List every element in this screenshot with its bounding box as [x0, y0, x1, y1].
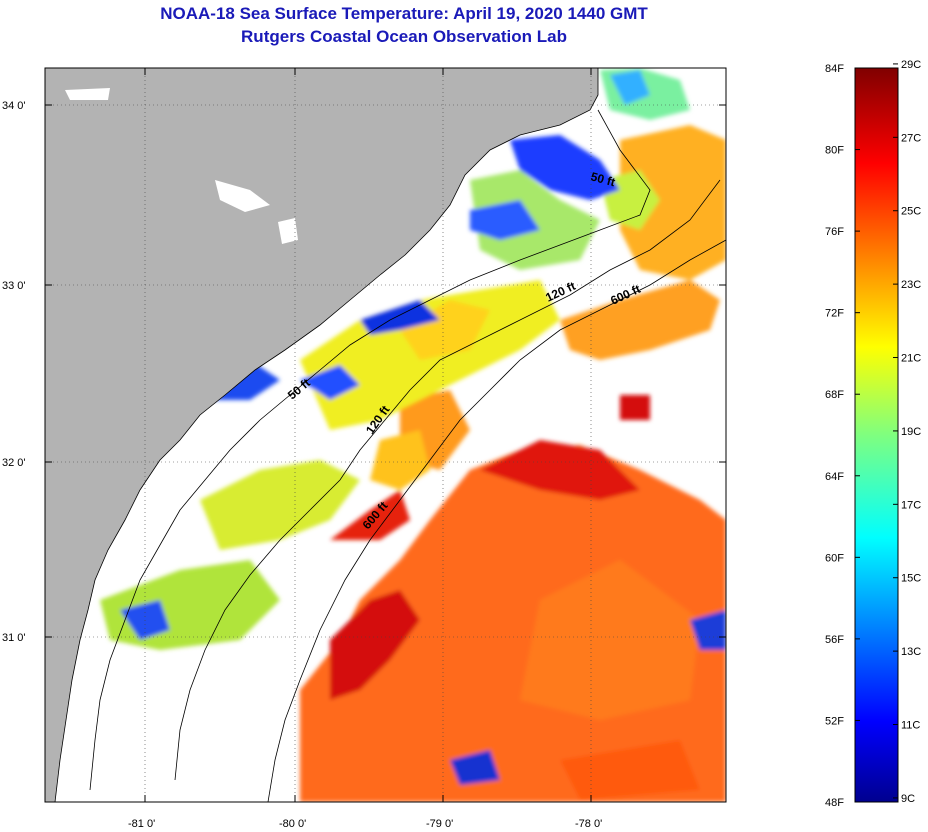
colorbar-label-f: 48F: [825, 797, 844, 809]
isobath-600ft: [267, 239, 726, 802]
sst-field: [100, 68, 726, 802]
lon-tick-label: -81 0': [128, 818, 155, 830]
colorbar-label-c: 11C: [901, 720, 920, 732]
colorbar-label-f: 72F: [825, 308, 844, 320]
colorbar-label-c: 29C: [901, 59, 921, 71]
colorbar-label-f: 84F: [825, 63, 844, 75]
colorbar-label-f: 64F: [825, 471, 844, 483]
axis-ticks: [45, 68, 726, 802]
cloud-patch: [278, 218, 298, 244]
colorbar-label-c: 21C: [901, 353, 921, 365]
lon-tick-label: -80 0': [279, 818, 306, 830]
colorbar-label-f: 68F: [825, 389, 844, 401]
lat-tick-label: 34 0': [2, 100, 26, 112]
colorbar: [854, 67, 899, 803]
lat-tick-label: 31 0': [2, 632, 26, 644]
colorbar-label-f: 76F: [825, 226, 844, 238]
graticule: [45, 68, 726, 802]
isobath-50ft: [89, 109, 651, 791]
lon-tick-label: -79 0': [426, 818, 453, 830]
lat-tick-label: 33 0': [2, 280, 26, 292]
colorbar-ticks: 84F 80F 76F 72F 68F 64F 60F 56F 52F 48F 29C 27C 25C 2…: [825, 59, 921, 809]
colorbar-label-c: 15C: [901, 573, 921, 585]
colorbar-label-c: 13C: [901, 646, 921, 658]
cloud-patch: [215, 180, 270, 212]
colorbar-label-c: 17C: [901, 499, 921, 511]
lon-tick-label: -78 0': [575, 818, 602, 830]
land-mass: [45, 68, 599, 802]
colorbar-label-f: 56F: [825, 634, 844, 646]
isobath-120ft: [174, 179, 721, 781]
colorbar-label-f: 52F: [825, 715, 844, 727]
colorbar-label-c: 27C: [901, 132, 921, 144]
map-subtitle: Rutgers Coastal Ocean Observation Lab: [241, 27, 567, 46]
colorbar-label-f: 60F: [825, 552, 844, 564]
colorbar-label-c: 25C: [901, 206, 921, 218]
cloud-patch: [65, 88, 110, 100]
lat-tick-label: 32 0': [2, 457, 26, 469]
map-frame: [44, 67, 727, 803]
colorbar-label-c: 19C: [901, 426, 921, 438]
colorbar-label-f: 80F: [825, 145, 844, 157]
isobaths: [89, 109, 726, 802]
isobath-label: 50 ft: [589, 169, 616, 189]
map-title: NOAA-18 Sea Surface Temperature: April 1…: [160, 4, 648, 23]
colorbar-label-c: 23C: [901, 279, 921, 291]
colorbar-label-c: 9C: [901, 793, 915, 805]
